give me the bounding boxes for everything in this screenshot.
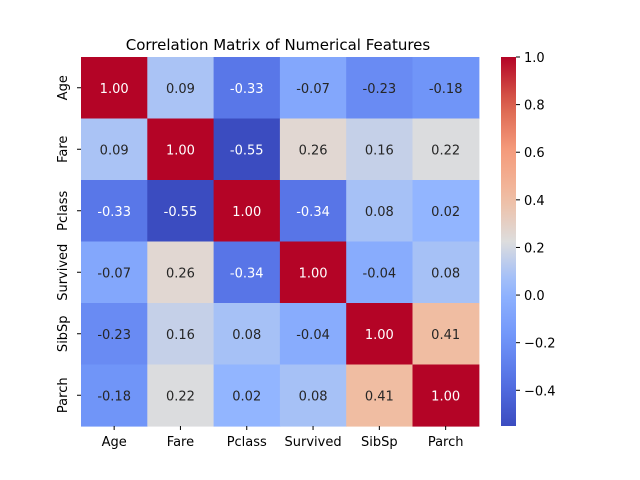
heatmap-cell — [346, 118, 414, 181]
colorbar-tick-label: 0.0 — [524, 289, 545, 304]
heatmap-cell — [346, 180, 414, 243]
colorbar-tick-label: 0.2 — [524, 241, 545, 256]
cell-value-label: -0.33 — [97, 205, 131, 220]
heatmap-cells: 1.00 0.09 -0.33 -0.07 -0.23 -0.18 0.09 1.00 -0.5… — [81, 57, 480, 427]
heatmap-cell — [412, 180, 480, 243]
heatmap-cell — [279, 57, 347, 120]
heatmap-cell — [213, 241, 281, 304]
cell-value-label: -0.18 — [429, 82, 463, 97]
heatmap-cell — [81, 241, 148, 304]
x-tick-label: Age — [102, 435, 127, 450]
x-tick-label: Parch — [428, 435, 464, 450]
cell-value-label: 1.00 — [100, 82, 129, 97]
cell-value-label: 0.08 — [431, 266, 460, 281]
heatmap-cell — [81, 303, 148, 366]
colorbar-tick-label: −0.2 — [524, 337, 556, 352]
cell-value-label: -0.04 — [296, 328, 330, 343]
cell-value-label: 1.00 — [166, 143, 195, 158]
heatmap-cell — [81, 180, 148, 243]
heatmap-cell — [346, 241, 414, 304]
y-tick-label: Survived — [56, 244, 71, 301]
cell-value-label: 0.22 — [431, 143, 460, 158]
cell-value-label: -0.55 — [164, 205, 198, 220]
cell-value-label: -0.07 — [296, 82, 330, 97]
heatmap-cell — [412, 118, 480, 181]
heatmap-cell — [412, 241, 480, 304]
cell-value-label: 0.08 — [365, 205, 394, 220]
cell-value-label: -0.18 — [97, 389, 131, 404]
cell-value-label: -0.55 — [230, 143, 264, 158]
colorbar-tick-label: 0.6 — [524, 146, 545, 161]
cell-value-label: 0.08 — [232, 328, 261, 343]
cell-value-label: -0.34 — [296, 205, 330, 220]
heatmap-cell — [147, 118, 215, 181]
colorbar: −0.4 −0.2 0.0 0.2 0.4 0.6 0.8 1.0 — [501, 51, 556, 426]
heatmap-cell — [279, 180, 347, 243]
chart-title: Correlation Matrix of Numerical Features — [126, 36, 431, 54]
heatmap-cell — [213, 180, 281, 243]
cell-value-label: 0.08 — [299, 389, 328, 404]
cell-value-label: 0.41 — [365, 389, 394, 404]
cell-value-label: 0.09 — [100, 143, 129, 158]
heatmap-cell — [213, 57, 281, 120]
heatmap-cell — [147, 57, 215, 120]
y-tick-label: Age — [56, 75, 71, 100]
heatmap-cell — [213, 364, 281, 427]
x-tick-label: SibSp — [361, 435, 398, 450]
heatmap-cell — [279, 241, 347, 304]
heatmap-cell — [147, 303, 215, 366]
cell-value-label: 0.02 — [232, 389, 261, 404]
cell-value-label: 1.00 — [365, 328, 394, 343]
colorbar-gradient — [501, 57, 516, 426]
heatmap-cell — [412, 364, 480, 427]
colorbar-tick-label: 0.8 — [524, 99, 545, 114]
cell-value-label: 0.41 — [431, 328, 460, 343]
heatmap-cell — [279, 118, 347, 181]
cell-value-label: 0.09 — [166, 82, 195, 97]
colorbar-tick-label: 1.0 — [524, 51, 545, 66]
heatmap-cell — [346, 57, 414, 120]
heatmap-cell — [346, 303, 414, 366]
cell-value-label: 0.16 — [166, 328, 195, 343]
cell-value-label: -0.23 — [363, 82, 397, 97]
heatmap-cell — [346, 364, 414, 427]
heatmap-cell — [147, 241, 215, 304]
heatmap-cell — [279, 303, 347, 366]
cell-value-label: 1.00 — [299, 266, 328, 281]
heatmap-cell — [147, 180, 215, 243]
heatmap-cell — [279, 364, 347, 427]
cell-value-label: 0.26 — [166, 266, 195, 281]
heatmap-cell — [81, 57, 148, 120]
colorbar-tick-label: −0.4 — [524, 384, 556, 399]
x-tick-label: Fare — [167, 435, 194, 450]
cell-value-label: -0.23 — [97, 328, 131, 343]
x-tick-label: Survived — [285, 435, 342, 450]
heatmap-cell — [412, 303, 480, 366]
y-tick-label: SibSp — [56, 315, 71, 352]
cell-value-label: -0.04 — [363, 266, 397, 281]
y-tick-label: Pclass — [56, 190, 71, 230]
x-tick-label: Pclass — [227, 435, 267, 450]
cell-value-label: 0.26 — [299, 143, 328, 158]
cell-value-label: 0.16 — [365, 143, 394, 158]
heatmap-cell — [81, 364, 148, 427]
cell-value-label: -0.07 — [97, 266, 131, 281]
heatmap-cell — [213, 118, 281, 181]
heatmap-cell — [213, 303, 281, 366]
heatmap-cell — [412, 57, 480, 120]
colorbar-tick-label: 0.4 — [524, 194, 545, 209]
y-axis: Age Fare Pclass Survived SibSp Parch — [56, 75, 81, 413]
cell-value-label: 1.00 — [232, 205, 261, 220]
y-tick-label: Fare — [56, 136, 71, 163]
y-tick-label: Parch — [56, 377, 71, 413]
cell-value-label: -0.34 — [230, 266, 264, 281]
heatmap-cell — [81, 118, 148, 181]
heatmap-cell — [147, 364, 215, 427]
cell-value-label: 0.02 — [431, 205, 460, 220]
cell-value-label: 0.22 — [166, 389, 195, 404]
x-axis: Age Fare Pclass Survived SibSp Parch — [102, 426, 464, 450]
cell-value-label: -0.33 — [230, 82, 264, 97]
cell-value-label: 1.00 — [431, 389, 460, 404]
